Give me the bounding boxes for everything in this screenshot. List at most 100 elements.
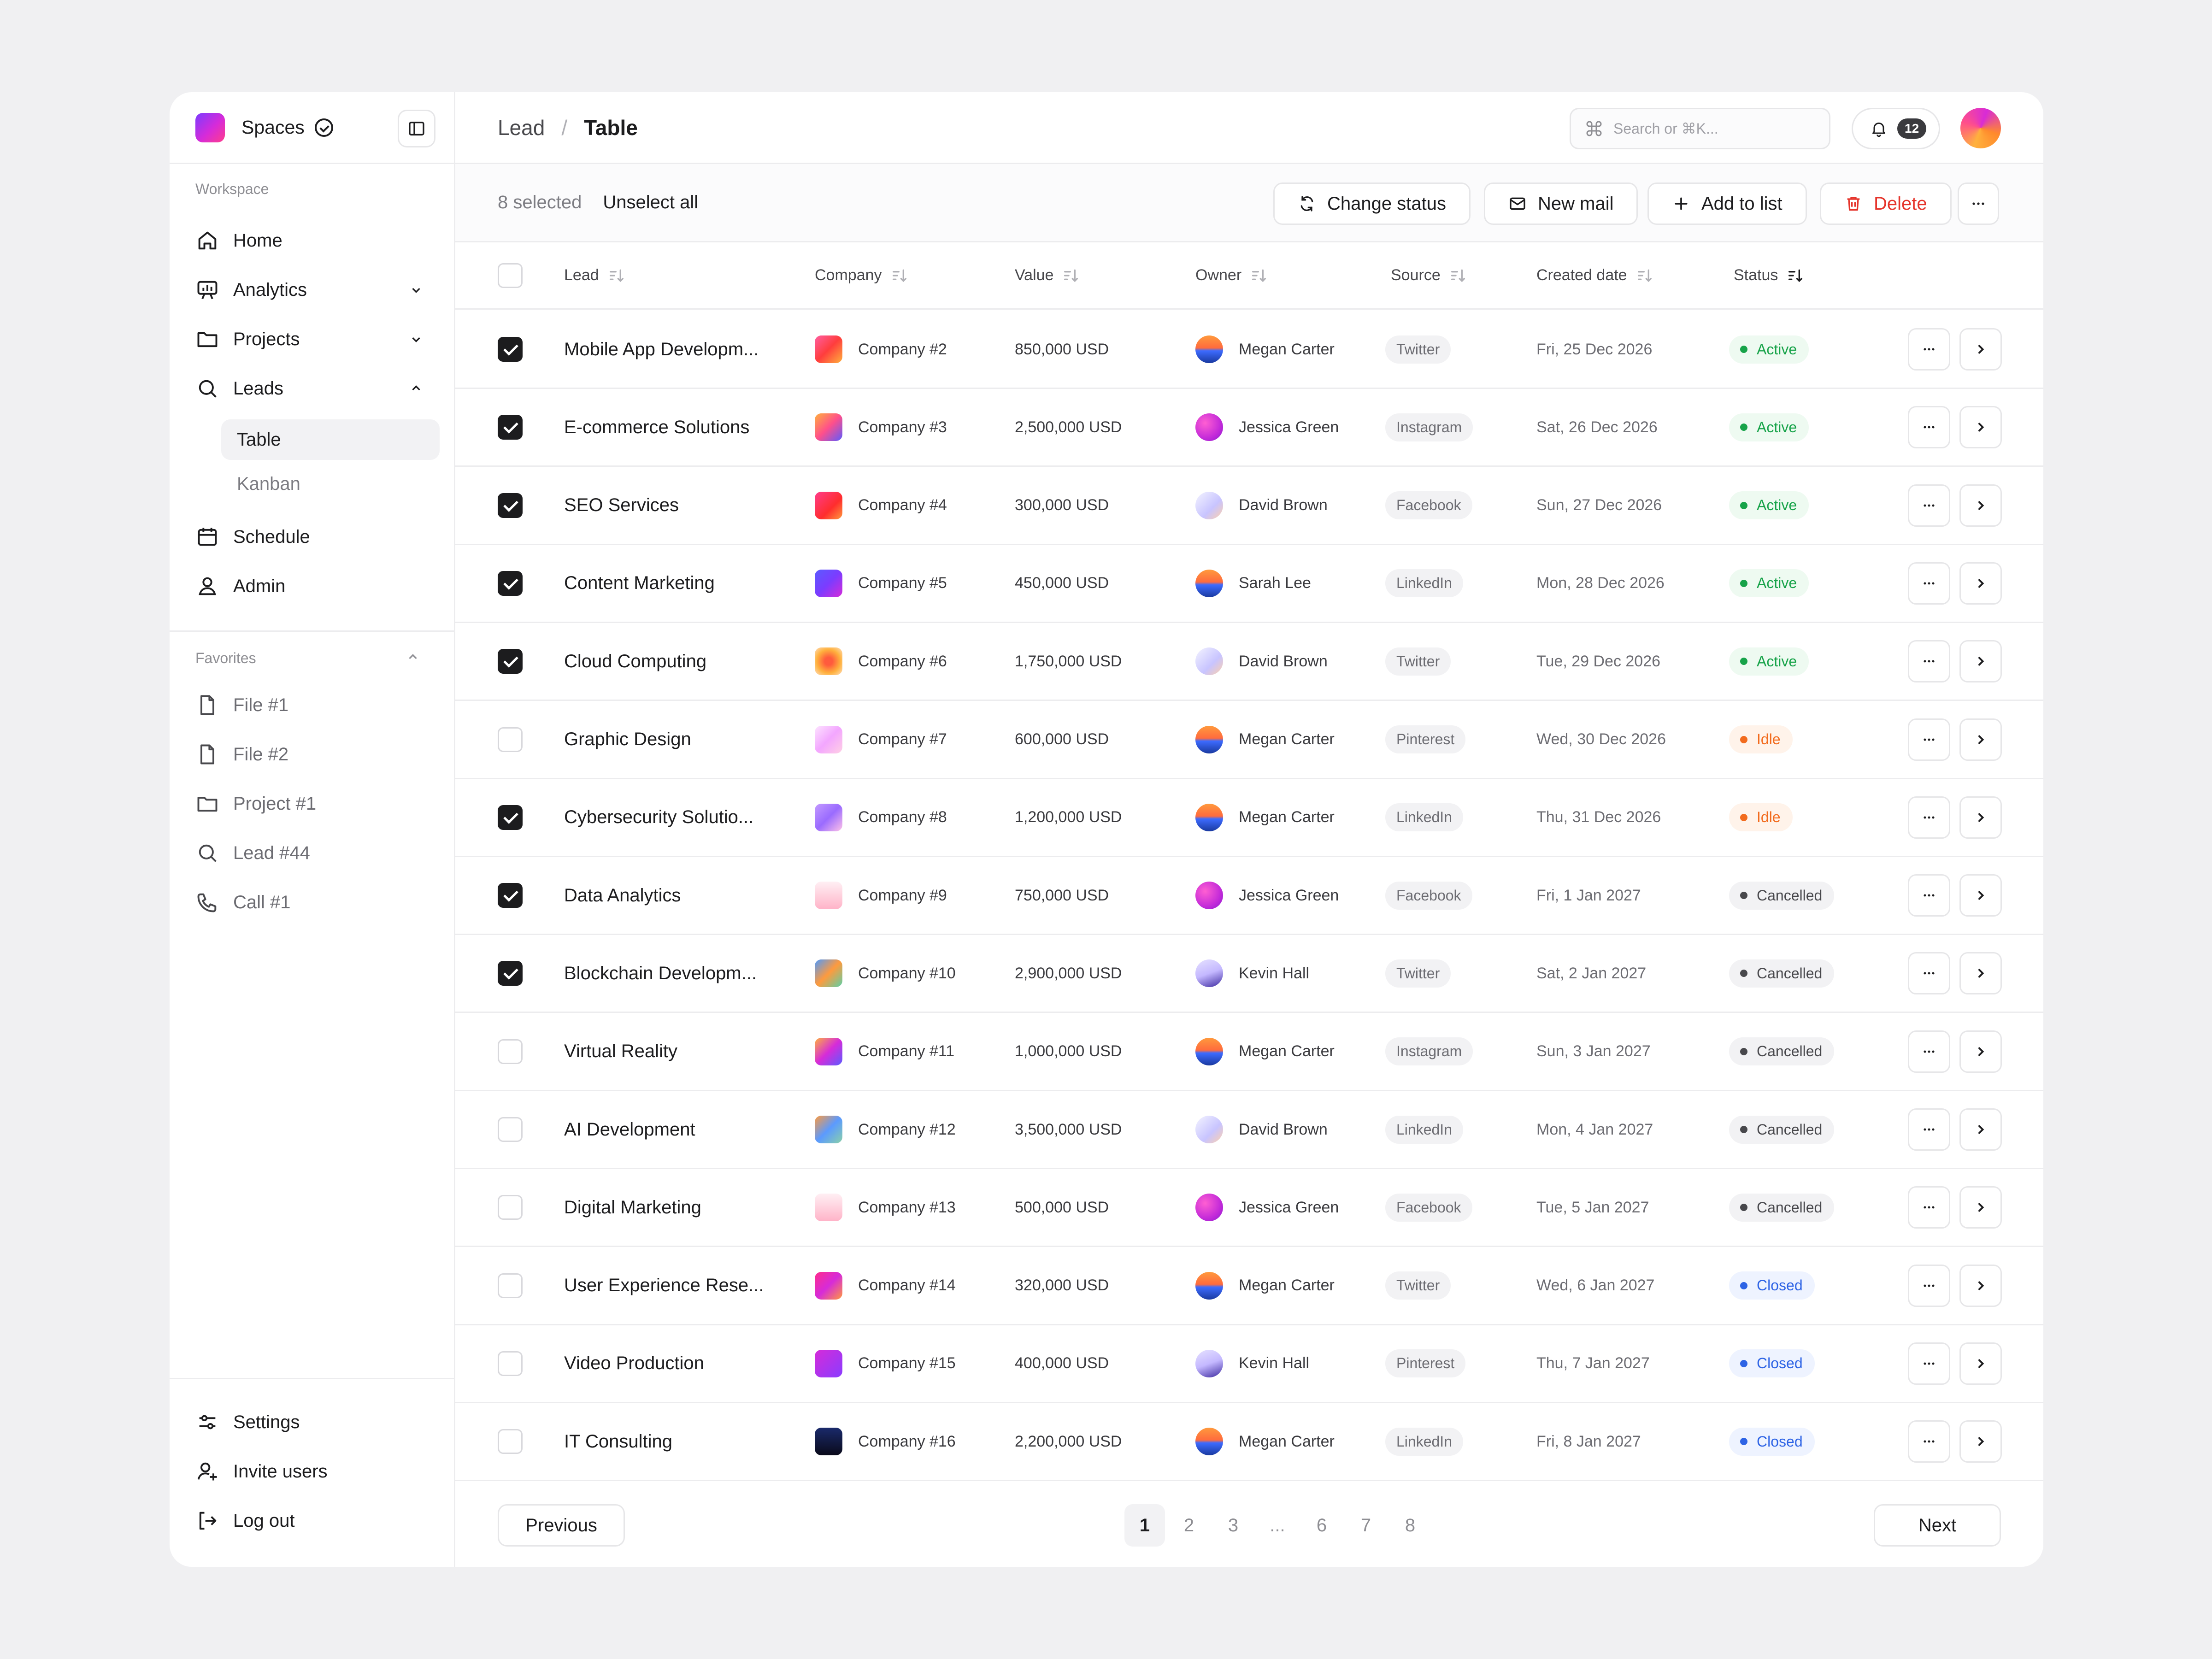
table-row[interactable]: User Experience Rese... Company #14 320,00… xyxy=(455,1247,2043,1325)
table-row[interactable]: E-commerce Solutions Company #3 2,500,000 … xyxy=(455,389,2043,467)
row-more-button[interactable] xyxy=(1908,1420,1950,1463)
row-open-button[interactable] xyxy=(1959,718,2002,761)
row-more-button[interactable] xyxy=(1908,640,1950,683)
sort-icon[interactable] xyxy=(1635,266,1654,285)
sidebar-item-settings[interactable]: Settings xyxy=(195,1402,428,1442)
sidebar-item-admin[interactable]: Admin xyxy=(195,566,428,606)
page-number[interactable]: 6 xyxy=(1316,1515,1327,1535)
page-number[interactable]: 8 xyxy=(1405,1515,1416,1535)
search-box[interactable] xyxy=(1570,108,1830,149)
page-number[interactable]: 7 xyxy=(1360,1515,1371,1535)
column-header-created-date[interactable]: Created date xyxy=(1536,266,1654,285)
row-more-button[interactable] xyxy=(1908,406,1950,449)
row-more-button[interactable] xyxy=(1908,952,1950,995)
lead-name[interactable]: Virtual Reality xyxy=(564,1041,678,1062)
sidebar-item-projects[interactable]: Projects xyxy=(195,319,428,359)
new-mail-button[interactable]: New mail xyxy=(1484,182,1638,225)
lead-name[interactable]: Mobile App Developm... xyxy=(564,339,759,359)
next-page-button[interactable]: Next xyxy=(1874,1504,2001,1547)
row-open-button[interactable] xyxy=(1959,406,2002,449)
lead-name[interactable]: IT Consulting xyxy=(564,1431,672,1452)
lead-name[interactable]: User Experience Rese... xyxy=(564,1275,764,1296)
table-row[interactable]: Cloud Computing Company #6 1,750,000 USD Da… xyxy=(455,623,2043,701)
favorite-project-1[interactable]: Project #1 xyxy=(195,783,428,824)
user-avatar[interactable] xyxy=(1960,108,2001,148)
favorite-lead-44[interactable]: Lead #44 xyxy=(195,833,428,873)
sidebar-item-schedule[interactable]: Schedule xyxy=(195,517,428,557)
lead-name[interactable]: Digital Marketing xyxy=(564,1197,701,1218)
row-open-button[interactable] xyxy=(1959,640,2002,683)
table-row[interactable]: AI Development Company #12 3,500,000 USD Da… xyxy=(455,1091,2043,1169)
table-row[interactable]: IT Consulting Company #16 2,200,000 USD Meg… xyxy=(455,1403,2043,1482)
row-more-button[interactable] xyxy=(1908,796,1950,839)
chevron-up-icon[interactable] xyxy=(405,649,421,665)
row-checkbox[interactable] xyxy=(498,571,523,596)
lead-name[interactable]: Video Production xyxy=(564,1353,704,1374)
sidebar-item-home[interactable]: Home xyxy=(195,220,428,261)
row-more-button[interactable] xyxy=(1908,1030,1950,1073)
more-actions-button[interactable] xyxy=(1958,182,1999,225)
row-open-button[interactable] xyxy=(1959,1186,2002,1229)
search-input[interactable] xyxy=(1613,120,1807,137)
lead-name[interactable]: Data Analytics xyxy=(564,885,681,906)
delete-button[interactable]: Delete xyxy=(1820,182,1952,225)
lead-name[interactable]: Graphic Design xyxy=(564,729,691,749)
table-row[interactable]: Mobile App Developm... Company #2 850,000 … xyxy=(455,311,2043,389)
row-more-button[interactable] xyxy=(1908,484,1950,527)
row-more-button[interactable] xyxy=(1908,1108,1950,1151)
row-open-button[interactable] xyxy=(1959,1342,2002,1385)
row-more-button[interactable] xyxy=(1908,874,1950,917)
row-open-button[interactable] xyxy=(1959,874,2002,917)
row-open-button[interactable] xyxy=(1959,1264,2002,1307)
row-checkbox[interactable] xyxy=(498,1351,523,1376)
row-open-button[interactable] xyxy=(1959,1108,2002,1151)
chevron-up-icon[interactable] xyxy=(408,380,424,397)
column-header-lead[interactable]: Lead xyxy=(564,266,626,285)
table-row[interactable]: Cybersecurity Solutio... Company #8 1,200,… xyxy=(455,779,2043,857)
sidebar-item-leads[interactable]: Leads xyxy=(195,368,428,409)
table-row[interactable]: Digital Marketing Company #13 500,000 USD J… xyxy=(455,1169,2043,1247)
lead-name[interactable]: Content Marketing xyxy=(564,573,715,594)
page-number[interactable]: 3 xyxy=(1228,1515,1239,1535)
row-open-button[interactable] xyxy=(1959,328,2002,371)
lead-name[interactable]: Blockchain Developm... xyxy=(564,963,757,983)
column-header-company[interactable]: Company xyxy=(815,266,909,285)
row-checkbox[interactable] xyxy=(498,337,523,362)
row-more-button[interactable] xyxy=(1908,718,1950,761)
lead-name[interactable]: Cloud Computing xyxy=(564,651,707,671)
row-checkbox[interactable] xyxy=(498,649,523,674)
table-row[interactable]: Blockchain Developm... Company #10 2,900,0… xyxy=(455,935,2043,1013)
sort-icon[interactable] xyxy=(1449,266,1467,285)
favorite-file-1[interactable]: File #1 xyxy=(195,685,428,725)
table-row[interactable]: SEO Services Company #4 300,000 USD David B… xyxy=(455,467,2043,545)
sort-icon[interactable] xyxy=(1062,266,1080,285)
page-number[interactable]: 1 xyxy=(1124,1504,1165,1547)
column-header-source[interactable]: Source xyxy=(1391,266,1467,285)
row-more-button[interactable] xyxy=(1908,328,1950,371)
row-checkbox[interactable] xyxy=(498,727,523,752)
chevron-down-icon[interactable] xyxy=(408,331,424,347)
sort-icon[interactable] xyxy=(1250,266,1268,285)
sidebar-item-log-out[interactable]: Log out xyxy=(195,1500,428,1541)
favorite-file-2[interactable]: File #2 xyxy=(195,734,428,775)
row-checkbox[interactable] xyxy=(498,1117,523,1142)
row-open-button[interactable] xyxy=(1959,562,2002,605)
row-checkbox[interactable] xyxy=(498,415,523,440)
row-more-button[interactable] xyxy=(1908,1264,1950,1307)
table-row[interactable]: Virtual Reality Company #11 1,000,000 USD M… xyxy=(455,1013,2043,1091)
row-checkbox[interactable] xyxy=(498,961,523,986)
unselect-all-button[interactable]: Unselect all xyxy=(603,192,699,212)
table-row[interactable]: Content Marketing Company #5 450,000 USD Sa… xyxy=(455,545,2043,623)
row-more-button[interactable] xyxy=(1908,1342,1950,1385)
lead-name[interactable]: E-commerce Solutions xyxy=(564,417,750,437)
table-row[interactable]: Video Production Company #15 400,000 USD Ke… xyxy=(455,1325,2043,1403)
row-open-button[interactable] xyxy=(1959,796,2002,839)
row-checkbox[interactable] xyxy=(498,1039,523,1064)
chevron-down-icon[interactable] xyxy=(408,282,424,298)
column-header-status[interactable]: Status xyxy=(1734,266,1805,285)
table-row[interactable]: Data Analytics Company #9 750,000 USD Jessi… xyxy=(455,857,2043,935)
notifications-button[interactable]: 12 xyxy=(1852,108,1940,149)
sidebar-item-analytics[interactable]: Analytics xyxy=(195,270,428,310)
sort-icon[interactable] xyxy=(890,266,909,285)
lead-name[interactable]: SEO Services xyxy=(564,495,679,516)
